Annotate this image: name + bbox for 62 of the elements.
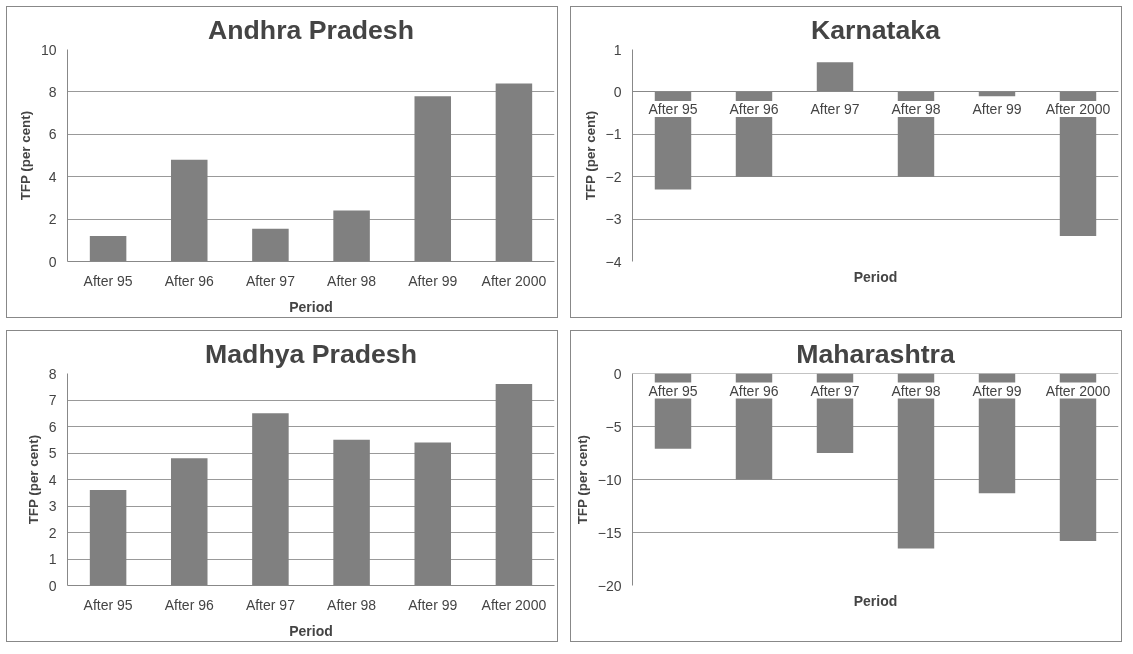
y-tick-label: 8 [48,365,57,382]
y-tick-label: −5 [605,418,622,435]
y-tick-label: 6 [48,418,57,435]
x-tick-label: After 97 [245,596,296,613]
y-tick-label: 3 [48,498,57,514]
x-axis-title: Period [853,268,898,285]
x-tick-label: After 2000 [1045,382,1111,399]
x-tick-label: After 97 [245,272,296,289]
x-tick-label: After 96 [164,272,214,289]
y-tick-label: 4 [48,168,57,185]
chart-title: Karnataka [811,14,941,45]
x-tick-label: After 99 [972,100,1022,117]
y-tick-label: −20 [597,577,622,594]
x-tick-label: After 96 [729,382,779,399]
x-tick-label: After 2000 [481,272,547,289]
x-tick-label: After 96 [164,596,214,613]
y-tick-label: 4 [48,471,57,488]
x-tick-label: After 95 [83,596,133,613]
y-tick-label: 0 [613,83,622,100]
x-tick-label: After 98 [327,272,377,289]
x-tick-label: After 96 [729,100,779,117]
x-tick-label: After 98 [891,100,941,117]
x-tick-label: After 98 [891,382,941,399]
y-tick-label: −15 [597,524,622,541]
y-tick-label: 0 [613,365,622,382]
y-axis-title: TFP (per cent) [25,434,41,525]
x-tick-label: After 98 [327,596,377,613]
y-tick-label: 0 [48,253,57,270]
y-tick-label: 1 [48,551,57,567]
y-tick-label: 0 [48,577,57,594]
y-tick-label: −4 [605,253,622,270]
chart-title: Andhra Pradesh [208,14,414,45]
chart-title: Madhya Pradesh [205,338,417,369]
x-tick-label: After 99 [408,596,458,613]
x-tick-label: After 97 [810,382,860,399]
y-tick-label: 1 [613,41,622,58]
y-tick-label: 8 [48,83,57,100]
x-tick-label: After 99 [408,272,458,289]
x-tick-label: After 99 [972,382,1022,399]
y-tick-label: 5 [48,445,57,461]
y-axis-title: TFP (per cent) [582,110,598,201]
y-tick-label: −2 [605,168,622,185]
y-axis-title: TFP (per cent) [574,434,590,525]
x-tick-label: After 2000 [481,596,547,613]
y-axis-title: TFP (per cent) [17,110,33,201]
x-tick-label: After 97 [810,100,860,117]
x-tick-label: After 95 [648,100,698,117]
y-tick-label: −10 [597,471,622,488]
y-tick-label: −1 [605,126,622,143]
chart-title: Maharashtra [796,338,955,369]
x-tick-label: After 95 [648,382,698,399]
x-tick-label: After 95 [83,272,133,289]
y-tick-label: −3 [605,211,622,228]
y-tick-label: 2 [48,524,57,541]
y-tick-label: 7 [48,392,57,408]
y-tick-label: 6 [48,126,57,143]
y-tick-label: 10 [40,41,57,58]
x-axis-title: Period [289,622,333,639]
x-axis-title: Period [289,298,333,315]
y-tick-label: 2 [48,211,57,228]
x-tick-label: After 2000 [1045,100,1111,117]
x-axis-title: Period [853,592,898,609]
